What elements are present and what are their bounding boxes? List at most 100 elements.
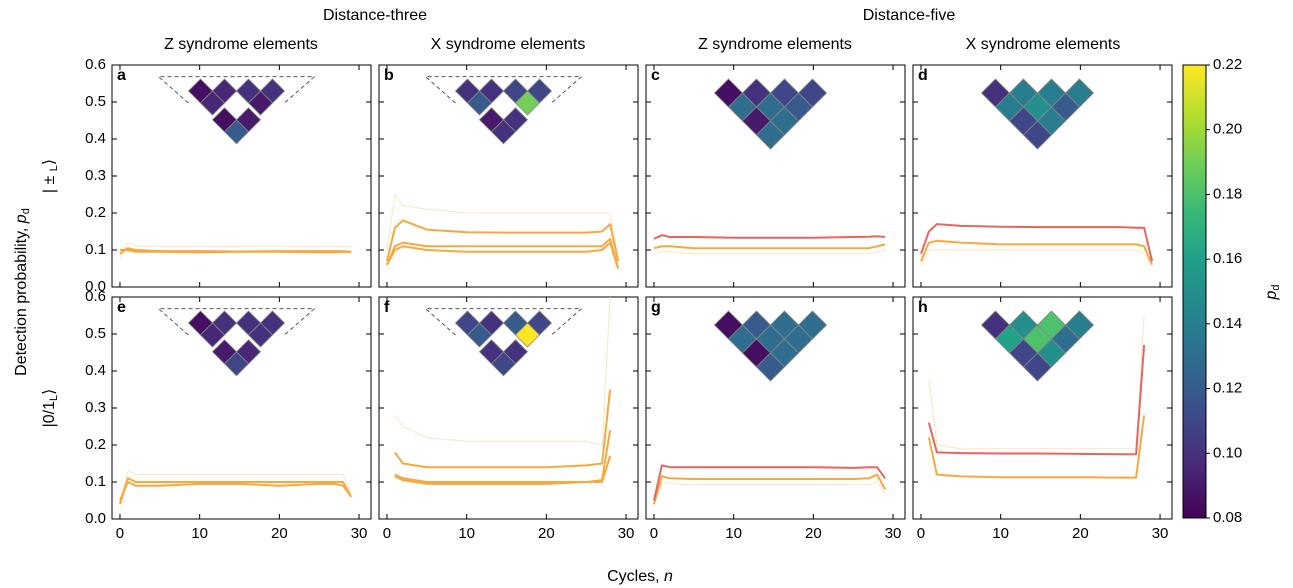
x-tick-label: 20 bbox=[805, 525, 822, 542]
y-tick-label: 0.5 bbox=[85, 93, 106, 110]
column-title: X syndrome elements bbox=[966, 36, 1121, 53]
series-line bbox=[920, 249, 1153, 266]
panel: 0 10 20 30 f bbox=[378, 296, 639, 542]
colorbar-tick-label: 0.22 bbox=[1213, 56, 1242, 73]
panel-frame bbox=[111, 64, 372, 288]
y-tick-label: 0.5 bbox=[85, 325, 106, 342]
y-tick-label: 0.1 bbox=[85, 473, 106, 490]
panel-label: h bbox=[918, 299, 928, 316]
x-tick-label: 10 bbox=[458, 525, 475, 542]
colorbar-tick-label: 0.08 bbox=[1213, 509, 1242, 526]
row-label: | ± L⟩ bbox=[41, 159, 60, 193]
inset-cell bbox=[490, 119, 517, 145]
inset-cell bbox=[466, 90, 493, 116]
x-tick-label: 0 bbox=[650, 525, 658, 542]
group-title: Distance-five bbox=[863, 7, 956, 24]
inset-cell bbox=[755, 352, 786, 382]
series-line bbox=[928, 315, 1145, 450]
y-label-text: Detection probability, bbox=[13, 223, 30, 376]
series-line bbox=[394, 455, 612, 485]
y-tick-label: 0.2 bbox=[85, 436, 106, 453]
panel: d bbox=[912, 64, 1173, 288]
colorbar-tick-label: 0.10 bbox=[1213, 444, 1242, 461]
inset-cell bbox=[514, 90, 541, 116]
y-tick-label: 0.6 bbox=[85, 288, 106, 305]
row-label-sub: L bbox=[48, 165, 60, 171]
x-tick-label: 0 bbox=[917, 525, 925, 542]
series-line bbox=[653, 249, 886, 255]
series-line bbox=[653, 234, 886, 240]
inset-cell bbox=[466, 322, 493, 348]
panel-frame bbox=[378, 296, 639, 520]
x-label-text: Cycles, bbox=[607, 568, 664, 585]
panel-label: c bbox=[651, 67, 660, 84]
row-label-close: ⟩ bbox=[41, 389, 58, 395]
series-line bbox=[653, 473, 886, 505]
series-line bbox=[920, 239, 1154, 266]
series-line bbox=[386, 237, 620, 269]
series-line bbox=[653, 481, 886, 505]
x-tick-label: 30 bbox=[618, 525, 635, 542]
inset-cell bbox=[223, 119, 250, 145]
row-label-text: |0/1 bbox=[41, 401, 58, 428]
panel: 0 10 20 30 h bbox=[912, 296, 1173, 542]
inset-cell bbox=[490, 351, 517, 377]
y-axis-label: Detection probability, pd bbox=[13, 208, 32, 376]
column-title: Z syndrome elements bbox=[164, 36, 318, 53]
series-line bbox=[119, 242, 352, 258]
x-tick-label: 30 bbox=[885, 525, 902, 542]
inset-cell bbox=[247, 90, 274, 116]
panel-label: b bbox=[384, 67, 394, 84]
panel-label: e bbox=[117, 299, 126, 316]
panel: 0 10 20 30 g bbox=[645, 296, 906, 542]
panel: 0.0 0.1 0.2 0.3 0.4 0.5 0.6 0 10 20 30 e bbox=[85, 288, 372, 542]
colorbar-tick-label: 0.18 bbox=[1213, 185, 1242, 202]
panel: 0.0 0.1 0.2 0.3 0.4 0.5 0.6 a bbox=[85, 56, 372, 295]
panel-label: d bbox=[918, 67, 928, 84]
series-line bbox=[927, 345, 1146, 456]
panel-label: f bbox=[384, 299, 390, 316]
x-tick-label: 20 bbox=[271, 525, 288, 542]
y-tick-label: 0.2 bbox=[85, 204, 106, 221]
series-line bbox=[927, 415, 1146, 479]
column-title: Z syndrome elements bbox=[698, 36, 852, 53]
row-label: |0/1L⟩ bbox=[41, 389, 60, 428]
panel: c bbox=[645, 64, 906, 288]
y-tick-label: 0.4 bbox=[85, 362, 106, 379]
series-line bbox=[386, 241, 620, 269]
x-tick-label: 30 bbox=[1152, 525, 1169, 542]
series-line bbox=[386, 194, 619, 258]
panel-frame bbox=[378, 64, 639, 288]
series-line bbox=[394, 430, 612, 483]
column-title: X syndrome elements bbox=[431, 36, 586, 53]
colorbar bbox=[1182, 64, 1207, 519]
x-tick-label: 0 bbox=[116, 525, 124, 542]
y-label-sub: d bbox=[20, 208, 32, 214]
x-axis-label: Cycles, n bbox=[607, 568, 673, 585]
inset-cell bbox=[514, 322, 541, 348]
panel-label: g bbox=[651, 299, 661, 316]
y-tick-label: 0.0 bbox=[85, 278, 106, 295]
x-tick-label: 20 bbox=[1072, 525, 1089, 542]
series-line bbox=[119, 470, 352, 501]
x-tick-label: 20 bbox=[538, 525, 555, 542]
x-tick-label: 10 bbox=[725, 525, 742, 542]
y-tick-label: 0.3 bbox=[85, 167, 106, 184]
series-line bbox=[653, 464, 886, 501]
colorbar-tick-label: 0.14 bbox=[1213, 315, 1242, 332]
y-label-var: p bbox=[13, 214, 30, 224]
colorbar-label-var: p bbox=[1263, 291, 1280, 301]
row-label-text: | ± bbox=[41, 171, 58, 193]
series-line bbox=[920, 223, 1154, 262]
group-title: Distance-three bbox=[323, 7, 427, 24]
inset-cell bbox=[1022, 352, 1053, 382]
panel-label: a bbox=[117, 67, 126, 84]
y-tick-label: 0.3 bbox=[85, 399, 106, 416]
y-tick-label: 0.6 bbox=[85, 56, 106, 73]
inset-cell bbox=[199, 90, 226, 116]
y-tick-label: 0.1 bbox=[85, 241, 106, 258]
colorbar-tick-label: 0.12 bbox=[1213, 380, 1242, 397]
inset-cell bbox=[1022, 120, 1053, 150]
row-label-close: ⟩ bbox=[41, 159, 58, 165]
